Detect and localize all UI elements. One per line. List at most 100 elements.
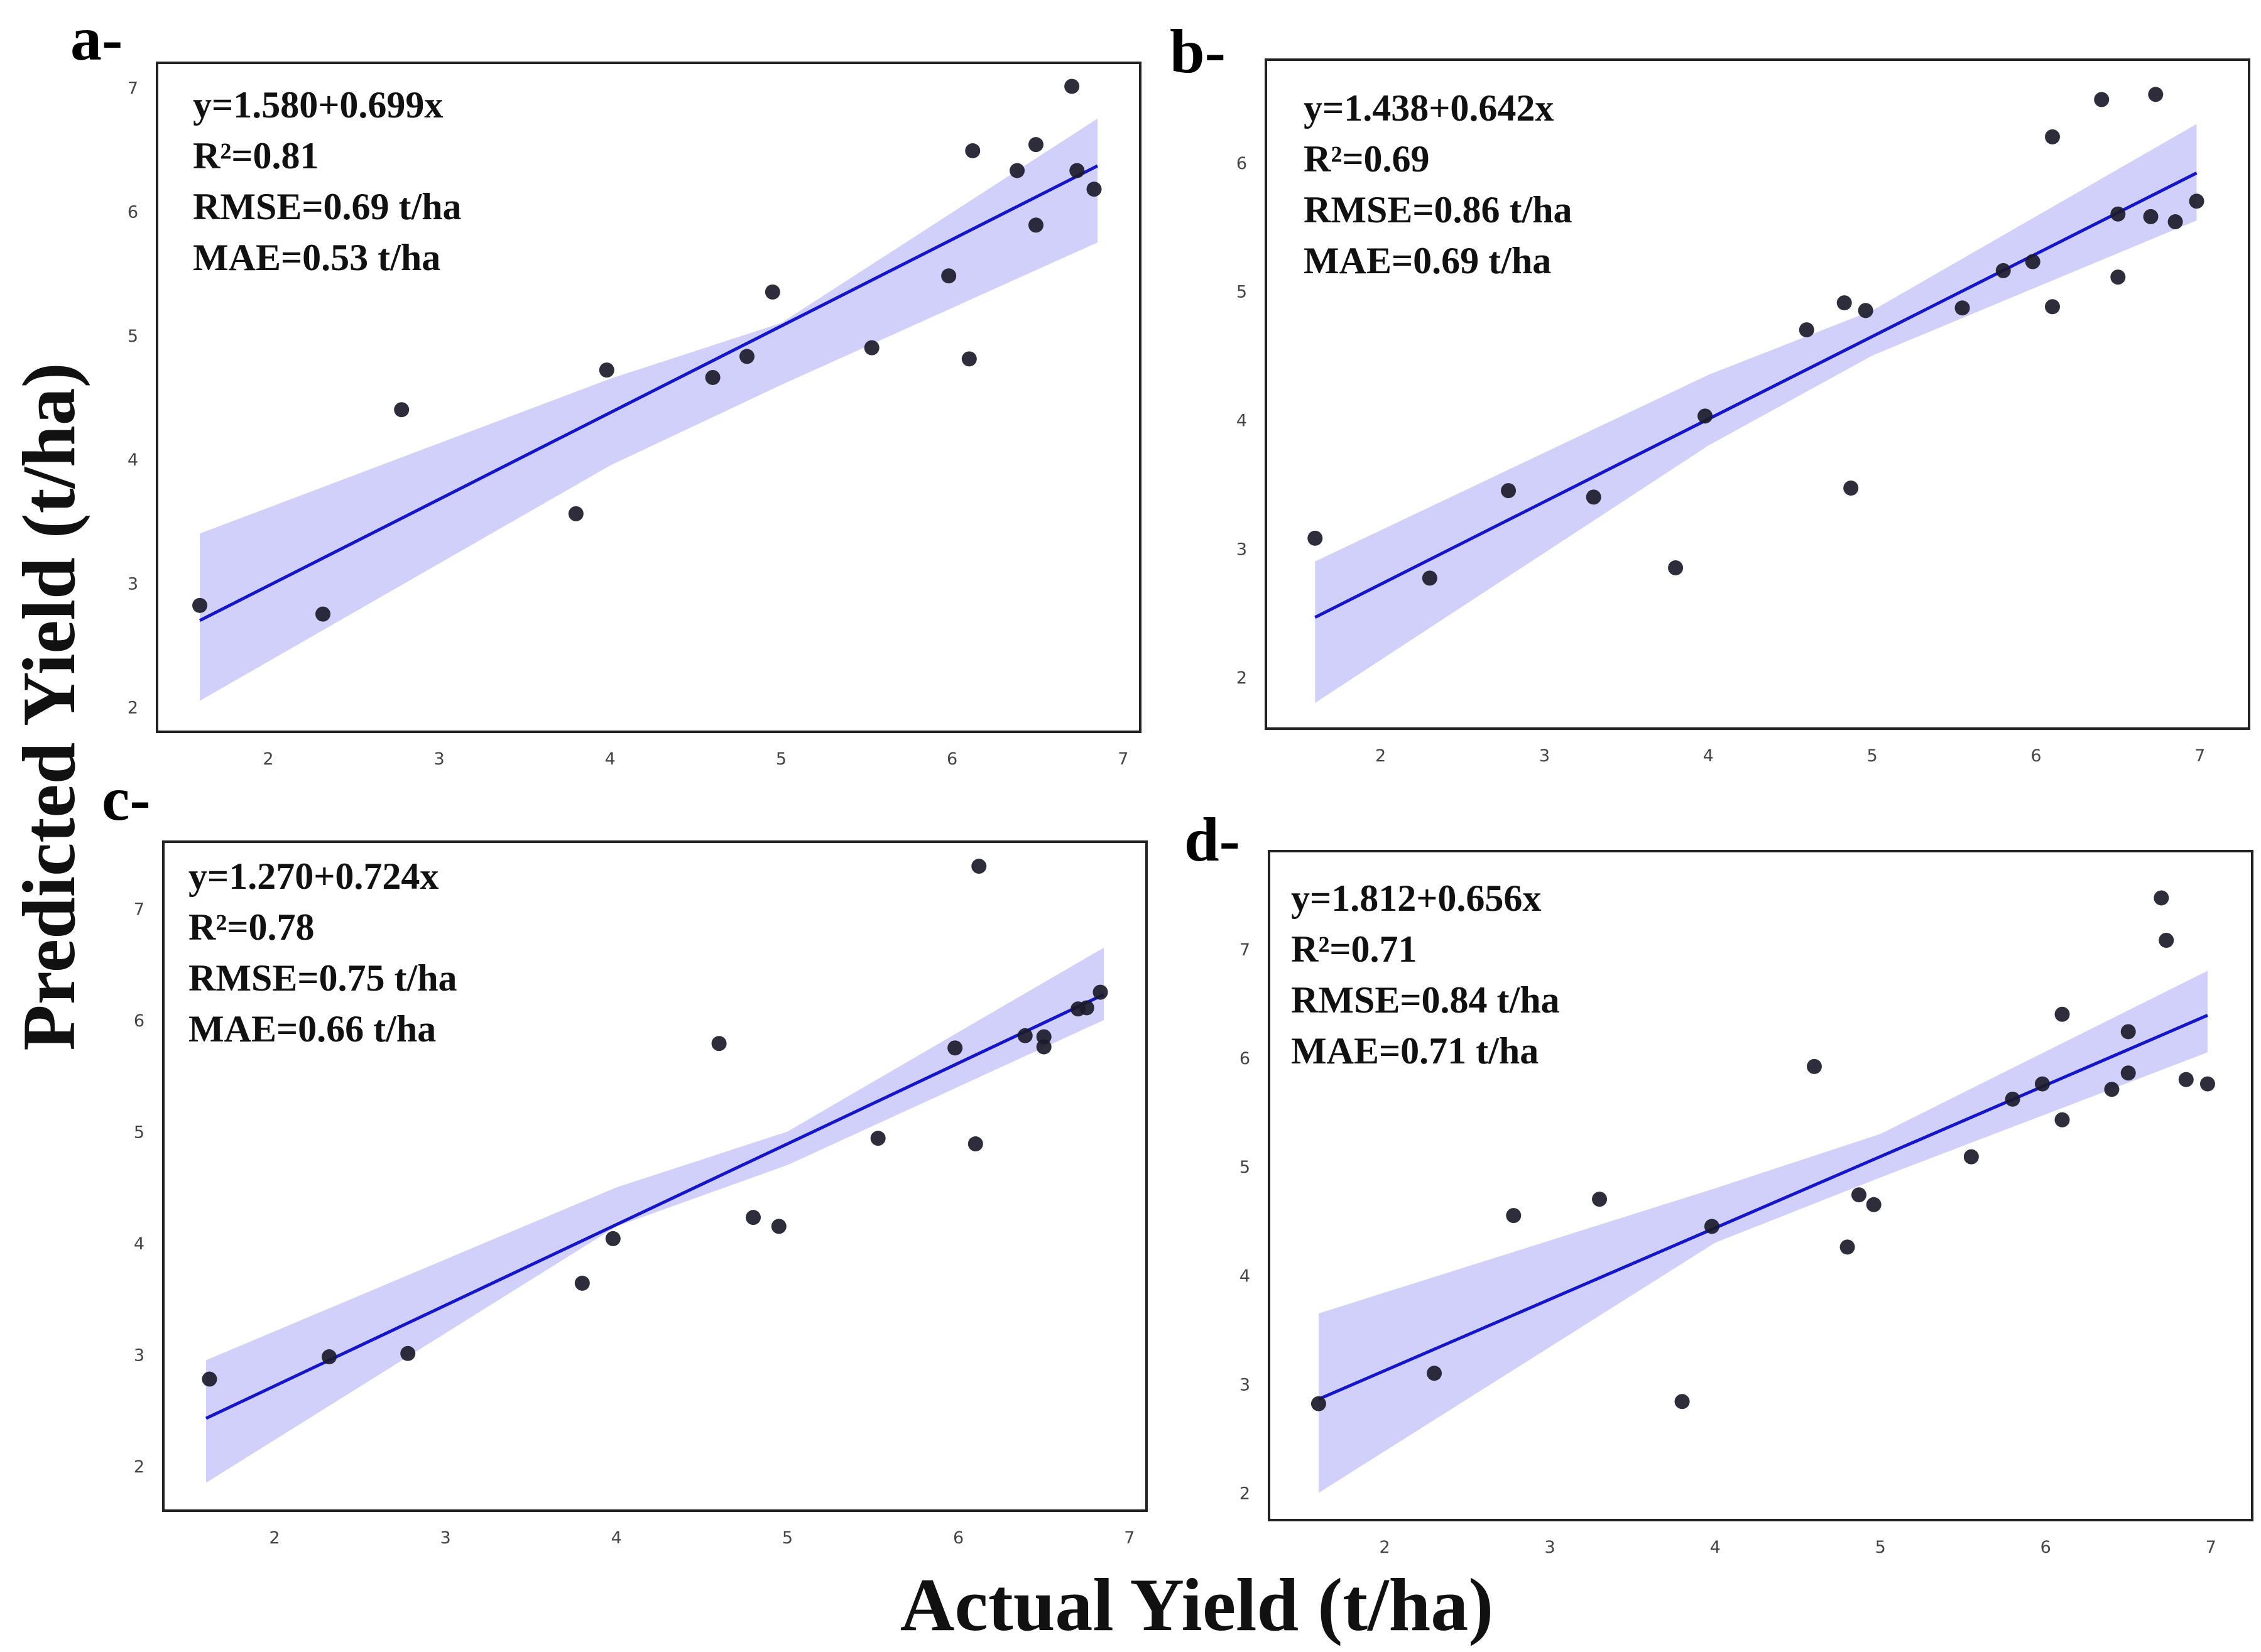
- data-point: [746, 1210, 761, 1225]
- y-tick-label: 7: [1239, 940, 1250, 960]
- data-point: [739, 349, 755, 364]
- y-tick-label: 3: [128, 574, 138, 594]
- data-point: [1427, 1366, 1442, 1381]
- x-tick-label: 3: [433, 749, 444, 769]
- y-tick-label: 4: [1236, 411, 1247, 430]
- panel-letter: c-: [102, 764, 151, 834]
- regression-equation: y=1.438+0.642x: [1304, 87, 1554, 129]
- data-point: [2054, 1112, 2070, 1128]
- data-point: [2104, 1082, 2120, 1097]
- data-point: [1010, 163, 1025, 178]
- data-point: [1092, 984, 1108, 1000]
- data-point: [1963, 1149, 1979, 1165]
- panels: 2 3 4 5 6 7 2 3 4 5 6 7 y=1.580+0.699x R²=0.81 RMSE=0.…: [70, 4, 2253, 1557]
- data-point: [1501, 483, 1517, 499]
- r-squared-label: R²=0.69: [1304, 138, 1430, 180]
- data-point: [967, 1136, 983, 1152]
- y-tick-label: 4: [1239, 1266, 1250, 1286]
- r-squared-label: R²=0.81: [193, 135, 319, 177]
- data-point: [2120, 1065, 2136, 1081]
- data-point: [1064, 79, 1080, 94]
- plot-area: [1307, 87, 2204, 703]
- confidence-band: [200, 118, 1098, 701]
- x-tick-label: 7: [2206, 1538, 2216, 1557]
- x-tick-label: 5: [782, 1528, 793, 1548]
- r-squared-label: R²=0.71: [1291, 928, 1417, 970]
- data-point: [2110, 269, 2126, 285]
- mae-label: MAE=0.71 t/ha: [1291, 1030, 1539, 1072]
- x-tick-label: 5: [1875, 1538, 1886, 1557]
- plot-area: [192, 79, 1102, 701]
- data-point: [971, 859, 987, 874]
- data-point: [2120, 1024, 2136, 1040]
- data-point: [1028, 217, 1043, 233]
- data-point: [394, 402, 410, 418]
- y-tick-label: 2: [1236, 668, 1247, 688]
- y-tick-label: 3: [1236, 540, 1247, 559]
- data-point: [941, 268, 957, 284]
- data-point: [2054, 1006, 2070, 1022]
- mae-label: MAE=0.53 t/ha: [193, 237, 440, 278]
- y-tick-label: 3: [1239, 1376, 1250, 1395]
- y-tick-label: 3: [134, 1346, 144, 1366]
- x-tick-label: 3: [440, 1528, 450, 1548]
- data-point: [965, 143, 981, 159]
- regression-equation: y=1.580+0.699x: [193, 84, 443, 126]
- data-point: [2167, 214, 2183, 230]
- mae-label: MAE=0.69 t/ha: [1304, 240, 1551, 281]
- data-point: [705, 369, 721, 385]
- data-point: [870, 1131, 886, 1146]
- data-point: [2154, 890, 2169, 906]
- data-point: [1697, 408, 1713, 424]
- y-tick-label: 5: [128, 327, 138, 346]
- data-point: [1836, 295, 1852, 311]
- data-point: [1668, 560, 1684, 575]
- data-point: [2005, 1091, 2020, 1107]
- x-tick-label: 5: [776, 749, 787, 769]
- y-tick-label: 2: [134, 1457, 144, 1477]
- regression-line: [205, 993, 1105, 1420]
- x-tick-label: 2: [263, 749, 273, 769]
- r-squared-label: R²=0.78: [188, 906, 315, 948]
- data-point: [711, 1036, 727, 1052]
- y-tick-label: 5: [134, 1123, 144, 1143]
- data-point: [1310, 1396, 1326, 1411]
- regression-equation: y=1.270+0.724x: [188, 856, 439, 897]
- x-tick-label: 5: [1866, 746, 1877, 766]
- x-tick-label: 6: [947, 749, 957, 769]
- x-tick-label: 4: [611, 1528, 622, 1548]
- data-point: [192, 597, 208, 613]
- confidence-band: [1315, 124, 2197, 703]
- y-axis-title: Predicted Yield (t/ha): [7, 362, 90, 1050]
- regression-equation: y=1.812+0.656x: [1291, 878, 1541, 919]
- data-point: [1069, 163, 1085, 178]
- data-point: [765, 284, 780, 300]
- data-point: [2199, 1076, 2215, 1092]
- x-tick-label: 2: [1375, 746, 1386, 766]
- plot-frame: [162, 840, 1148, 1512]
- panel-letter: a-: [70, 4, 123, 73]
- data-point: [1851, 1187, 1866, 1203]
- data-point: [322, 1349, 337, 1365]
- plot-area: [1310, 890, 2215, 1493]
- data-point: [1704, 1219, 1719, 1234]
- x-tick-label: 4: [605, 749, 616, 769]
- y-tick-label: 7: [134, 900, 144, 920]
- confidence-band: [206, 947, 1104, 1483]
- data-point: [2178, 1072, 2194, 1087]
- x-tick-label: 7: [2194, 746, 2205, 766]
- data-point: [1028, 137, 1043, 153]
- x-tick-label: 4: [1710, 1538, 1721, 1557]
- data-point: [961, 351, 977, 367]
- data-point: [1843, 481, 1859, 496]
- x-tick-label: 7: [1118, 749, 1128, 769]
- y-tick-label: 2: [1239, 1484, 1250, 1504]
- mae-label: MAE=0.66 t/ha: [188, 1008, 436, 1050]
- data-point: [1866, 1197, 1882, 1212]
- plot-area: [202, 859, 1108, 1483]
- data-point: [1839, 1239, 1855, 1255]
- y-tick-label: 2: [128, 698, 138, 718]
- data-point: [1307, 530, 1323, 546]
- data-point: [947, 1040, 963, 1056]
- y-tick-label: 5: [1239, 1158, 1250, 1177]
